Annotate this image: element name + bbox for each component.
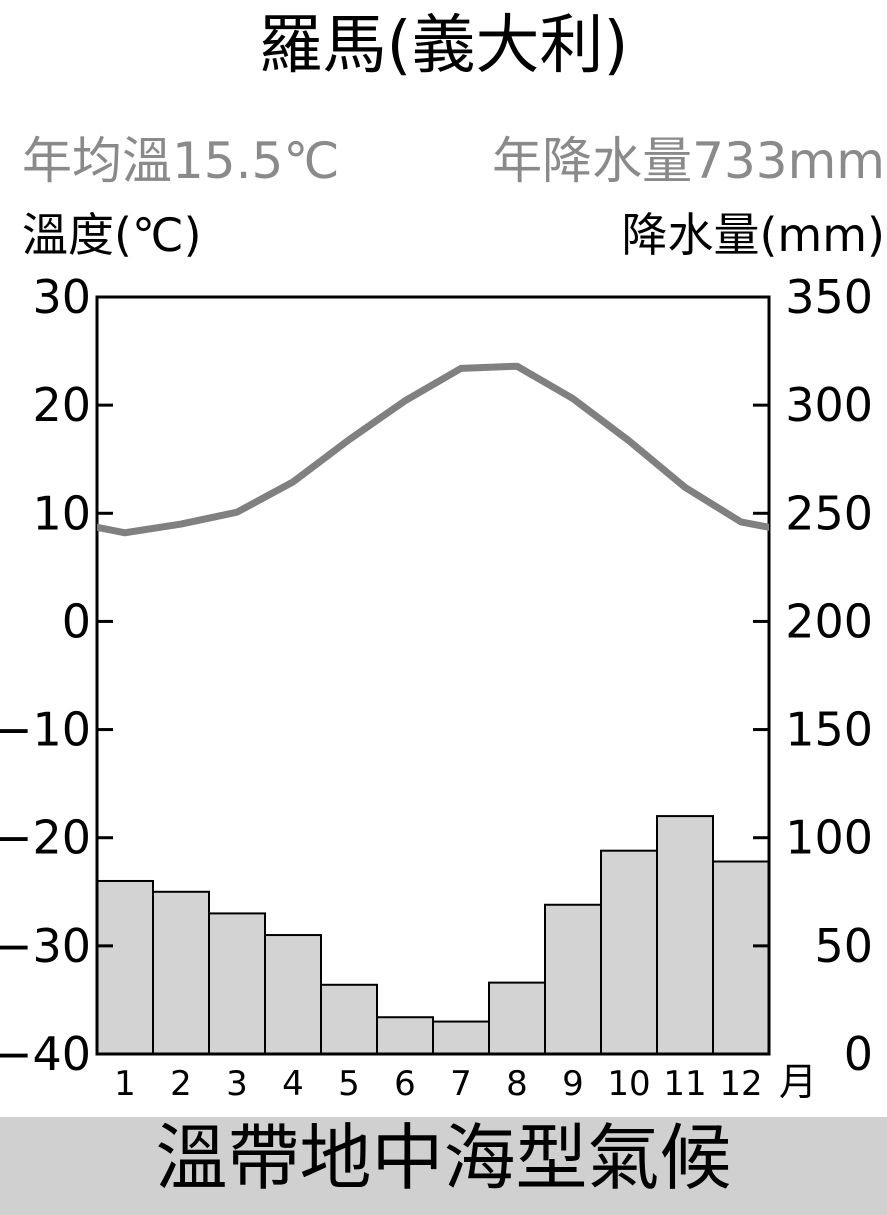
month-label: 5 [338, 1064, 360, 1104]
precipitation-tick-label: 100 [785, 811, 873, 865]
precipitation-bar [488, 981, 546, 1056]
precipitation-bar [712, 860, 770, 1056]
annual-average-temperature: 年均溫15.5℃ [22, 132, 340, 190]
month-label: 11 [663, 1064, 706, 1104]
precipitation-bar [152, 890, 210, 1055]
precipitation-tick-label: 50 [814, 919, 873, 973]
precipitation-bar [376, 1016, 434, 1056]
plot-frame [95, 295, 771, 1056]
footer-band [0, 1117, 887, 1215]
temperature-axis-title: 溫度(℃) [22, 208, 202, 262]
month-label: 6 [394, 1064, 416, 1104]
precipitation-bar [208, 912, 266, 1056]
month-unit-label: 月 [779, 1060, 817, 1104]
precipitation-tick-label: 250 [785, 486, 873, 540]
annual-precipitation: 年降水量733mm [492, 132, 885, 190]
precipitation-tick-label: 350 [785, 270, 873, 324]
month-label: 7 [450, 1064, 472, 1104]
precipitation-bar [656, 815, 714, 1055]
month-label: 4 [282, 1064, 304, 1104]
precipitation-bar [96, 879, 154, 1055]
precipitation-tick-label: 150 [785, 703, 873, 757]
temperature-tick-label: −40 [0, 1027, 91, 1081]
temperature-tick-label: 20 [32, 378, 91, 432]
climate-type-label: 溫帶地中海型氣候 [155, 1116, 732, 1200]
month-label: 10 [607, 1064, 650, 1104]
precipitation-bar [544, 903, 602, 1056]
precipitation-bar [600, 849, 658, 1055]
month-label: 1 [114, 1064, 136, 1104]
month-label: 9 [562, 1064, 584, 1104]
precipitation-bar [264, 934, 322, 1055]
precipitation-bar [432, 1020, 490, 1055]
temperature-tick-label: 0 [62, 594, 91, 648]
precipitation-tick-label: 200 [785, 594, 873, 648]
temperature-tick-label: 10 [32, 486, 91, 540]
month-label: 8 [506, 1064, 528, 1104]
precipitation-tick-label: 0 [844, 1027, 873, 1081]
month-label: 12 [719, 1064, 762, 1104]
temperature-tick-label: −10 [0, 703, 91, 757]
temperature-line [97, 362, 769, 537]
precipitation-axis-title: 降水量(mm) [621, 208, 885, 262]
temperature-tick-label: −20 [0, 811, 91, 865]
temperature-tick-label: 30 [32, 270, 91, 324]
precipitation-bar [320, 983, 378, 1055]
month-label: 2 [170, 1064, 192, 1104]
precipitation-tick-label: 300 [785, 378, 873, 432]
chart-title: 羅馬(義大利) [258, 9, 629, 83]
month-label: 3 [226, 1064, 248, 1104]
temperature-tick-label: −30 [0, 919, 91, 973]
climate-graph: 3020100−10−20−30−40350300250200150100500… [0, 270, 873, 1104]
